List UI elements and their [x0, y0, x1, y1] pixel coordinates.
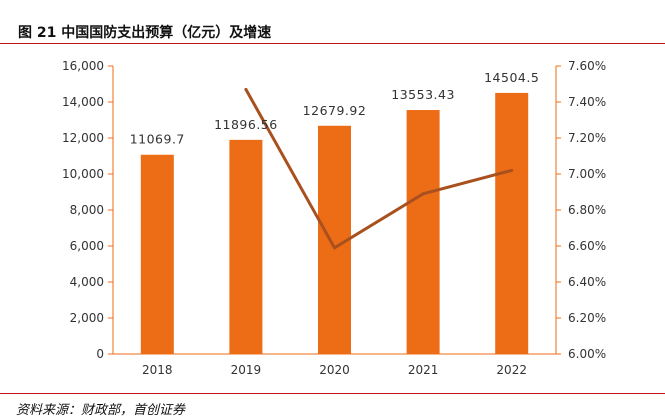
right-tick-label: 6.20% — [568, 311, 606, 325]
right-tick-label: 6.60% — [568, 239, 606, 253]
right-tick-label: 7.60% — [568, 59, 606, 73]
right-tick-label: 7.40% — [568, 95, 606, 109]
growth-point — [333, 246, 336, 250]
left-tick-label: 0 — [96, 347, 104, 361]
bar-value-label: 13553.43 — [391, 87, 455, 102]
right-tick-label: 6.40% — [568, 275, 606, 289]
left-tick-label: 8,000 — [70, 203, 104, 217]
title-bar: 图 21 中国国防支出预算（亿元）及增速 — [0, 0, 665, 44]
growth-line — [244, 88, 513, 250]
bar-value-label: 14504.5 — [484, 70, 539, 85]
footer-rule — [0, 393, 665, 394]
bar-value-label: 12679.92 — [303, 103, 367, 118]
bar — [140, 154, 174, 354]
right-tick-label: 7.00% — [568, 167, 606, 181]
left-tick-label: 4,000 — [70, 275, 104, 289]
x-tick-label: 2021 — [408, 363, 439, 377]
left-tick-label: 12,000 — [62, 131, 104, 145]
growth-point — [244, 87, 248, 91]
bar — [406, 110, 440, 354]
x-tick-label: 2019 — [231, 363, 262, 377]
right-tick-label: 6.80% — [568, 203, 606, 217]
growth-point — [421, 192, 425, 196]
growth-point — [510, 168, 514, 172]
left-tick-label: 16,000 — [62, 59, 104, 73]
source-note: 资料来源：财政部，首创证券 — [16, 403, 186, 418]
x-tick-label: 2018 — [142, 363, 173, 377]
left-tick-label: 10,000 — [62, 167, 104, 181]
right-tick-label: 7.20% — [568, 131, 606, 145]
bar — [229, 139, 263, 354]
left-tick-label: 14,000 — [62, 95, 104, 109]
bar — [495, 92, 529, 354]
x-tick-label: 2020 — [319, 363, 350, 377]
left-tick-label: 2,000 — [70, 311, 104, 325]
chart: 0 2,000 4,000 6,000 8,000 10,000 12,000 14,000 1… — [62, 59, 606, 377]
bar-value-label: 11896.56 — [214, 117, 278, 132]
x-tick-label: 2022 — [496, 363, 527, 377]
left-tick-label: 6,000 — [70, 239, 104, 253]
bar-value-label: 11069.7 — [130, 132, 185, 147]
chart-title: 图 21 中国国防支出预算（亿元）及增速 — [18, 25, 272, 41]
right-tick-label: 6.00% — [568, 347, 606, 361]
